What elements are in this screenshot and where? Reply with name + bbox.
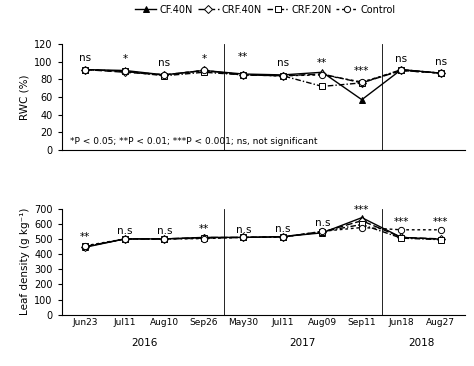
Y-axis label: RWC (%): RWC (%) [20,74,30,120]
Text: *: * [201,54,206,64]
Text: ns: ns [435,57,447,67]
Text: *P < 0.05; **P < 0.01; ***P < 0.001; ns, not significant: *P < 0.05; **P < 0.01; ***P < 0.001; ns,… [70,137,317,146]
Text: n.s: n.s [236,225,251,235]
Text: ns: ns [277,58,289,68]
Text: **: ** [238,52,248,61]
Text: ns: ns [395,54,407,64]
Text: ***: *** [393,217,409,227]
Text: 2016: 2016 [131,338,158,348]
Text: **: ** [80,232,91,242]
Legend: CF.40N, CRF.40N, CRF.20N, Control: CF.40N, CRF.40N, CRF.20N, Control [135,5,396,15]
Text: **: ** [199,224,209,234]
Text: 2018: 2018 [408,338,434,348]
Text: ***: *** [433,217,448,227]
Text: n.s: n.s [156,226,172,236]
Text: n.s: n.s [315,218,330,228]
Y-axis label: Leaf density (g kg⁻¹): Leaf density (g kg⁻¹) [20,208,30,315]
Text: ns: ns [79,52,91,63]
Text: ***: *** [354,205,370,214]
Text: *: * [122,54,128,64]
Text: **: ** [317,58,328,68]
Text: 2017: 2017 [290,338,316,348]
Text: ***: *** [354,66,370,76]
Text: n.s: n.s [275,224,291,234]
Text: ns: ns [158,58,170,68]
Text: n.s: n.s [117,226,133,236]
